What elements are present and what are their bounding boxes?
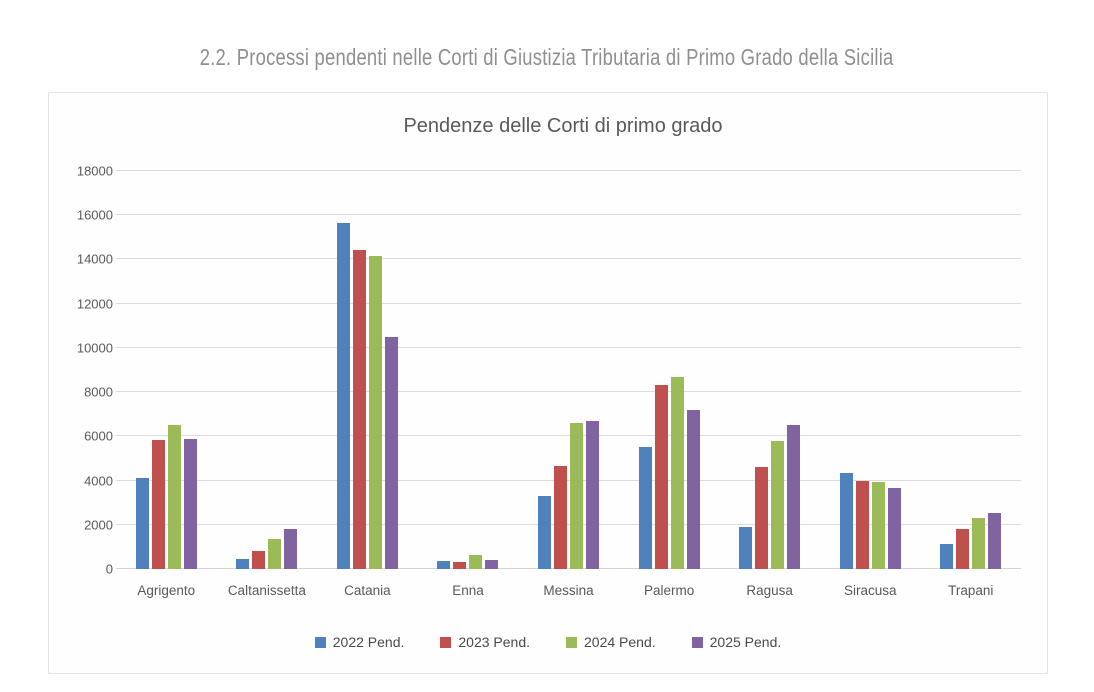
bar [940,543,954,569]
legend-label: 2023 Pend. [458,634,530,650]
legend-marker-icon [440,636,452,648]
document-title-text: 2.2. Processi pendenti nelle Corti di Gi… [200,44,894,70]
bar [638,447,652,569]
document-title: 2.2. Processi pendenti nelle Corti di Gi… [0,44,1094,71]
bar-group [217,171,318,569]
bar-group [116,171,217,569]
legend: 2022 Pend. 2023 Pend. 2024 Pend. 2025 Pend. [49,634,1047,650]
bar [839,472,853,569]
bar [972,518,986,569]
bar [654,385,668,569]
bar [384,336,398,569]
y-axis-tick-label: 2000 [84,517,113,533]
bar [538,496,552,569]
bar [252,551,266,569]
bar [284,529,298,569]
bar [855,480,869,569]
bar-groups [116,171,1021,569]
y-axis-tick-label: 4000 [84,473,113,489]
bar [554,466,568,569]
bar [167,425,181,569]
y-axis-tick-label: 6000 [84,428,113,444]
x-axis-category-label: Agrigento [137,583,196,598]
bar [268,539,282,569]
y-axis-tick-label: 12000 [76,296,113,312]
chart-card: Pendenze delle Corti di primo grado 0 200… [48,92,1048,674]
y-axis-tick-label: 16000 [76,207,113,223]
bar [570,423,584,569]
bar [586,420,600,569]
x-axis-category-label: Trapani [948,583,994,598]
bar [368,256,382,569]
gridline [116,214,1021,216]
plot-area [116,170,1021,569]
legend-marker-icon [691,636,703,648]
gridline [116,302,1021,304]
legend-marker-icon [566,636,577,648]
y-axis-tick-label: 10000 [76,340,113,356]
bar [469,554,483,569]
x-axis-category-label: Catania [344,583,391,598]
legend-label: 2025 Pend. [709,634,782,650]
legend-item: 2025 Pend. [691,634,782,650]
bar-group [921,171,1022,569]
y-axis: 0 2000 4000 6000 8000 10000 12000 14000 16000 180… [57,164,113,577]
x-axis-category-label: Caltanissetta [227,583,306,598]
bar [135,478,149,569]
gridline [116,346,1021,348]
bar [453,561,467,569]
x-axis-category-label: Ragusa [746,583,793,598]
x-axis: Agrigento Caltanissetta Catania Enna Messina… [116,583,1021,598]
gridline [116,435,1021,437]
y-axis-tick-label: 0 [105,561,113,577]
x-axis-category-label: Messina [543,583,594,598]
legend-marker-icon [314,636,326,648]
legend-item: 2023 Pend. [440,634,530,650]
bar [988,512,1002,569]
bar [352,249,366,569]
bar [887,488,901,569]
bar [670,376,684,569]
x-axis-category-label: Siracusa [843,583,897,598]
bar [956,529,970,569]
bar [755,467,769,569]
x-axis-category-label: Palermo [643,583,695,598]
gridline [116,568,1021,569]
legend-label: 2022 Pend. [332,634,405,650]
bar [151,439,165,569]
bar-group [619,171,720,569]
legend-item: 2022 Pend. [314,634,405,650]
legend-item: 2024 Pend. [566,634,656,650]
bar [771,440,785,569]
bar [739,527,753,569]
gridline [116,479,1021,481]
y-axis-tick-label: 18000 [76,163,113,179]
bar [871,481,885,569]
bar [336,222,350,569]
bar [485,559,499,569]
bar-group [518,171,619,569]
bar [236,559,250,569]
gridline [116,523,1021,525]
legend-label: 2024 Pend. [584,634,656,650]
chart-title: Pendenze delle Corti di primo grado [403,115,723,137]
bar-group [820,171,921,569]
x-axis-category-label: Enna [452,583,484,598]
bar [686,409,700,569]
bar-group [418,171,519,569]
y-axis-tick-label: 14000 [76,251,113,267]
bar-group [317,171,418,569]
gridline [116,258,1021,260]
bar-group [719,171,820,569]
y-axis-tick-label: 8000 [84,384,113,400]
bar [183,438,197,569]
gridline [116,170,1021,171]
bar [437,561,451,569]
bar [787,425,801,569]
gridline [116,391,1021,393]
